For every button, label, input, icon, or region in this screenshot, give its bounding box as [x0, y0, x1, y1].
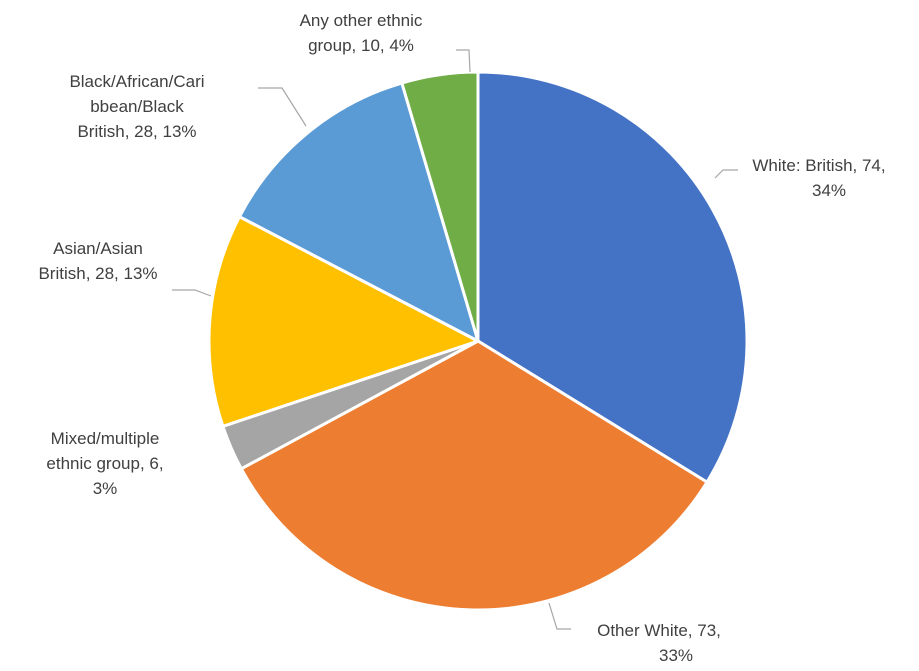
data-label-line: 3%: [93, 479, 118, 498]
data-label-line: ethnic group, 6,: [46, 454, 163, 473]
data-label-line: 34%: [812, 181, 846, 200]
data-label-line: British, 28, 13%: [77, 122, 196, 141]
data-label-other-white: Other White, 73, 33%: [597, 621, 721, 665]
data-label-line: bbean/Black: [90, 97, 184, 116]
pie-slice-asian-asian-british: [207, 215, 480, 428]
pie-slice-black-african-caribbean-black-british: [237, 81, 480, 343]
data-label-line: Black/African/Cari: [69, 72, 204, 91]
leader-lines: [172, 49, 738, 630]
leader-line-white-british: [714, 169, 738, 179]
pie-slice-other-white: [239, 339, 709, 612]
pie-slice-any-other-ethnic-group: [400, 70, 480, 343]
data-label-line: group, 10, 4%: [308, 36, 414, 55]
pie-slices: [207, 70, 749, 612]
data-label-line: Mixed/multiple: [51, 429, 160, 448]
leader-line-asian-asian-british: [172, 289, 212, 297]
data-label-any-other-ethnic-group: Any other ethnic group, 10, 4%: [300, 11, 423, 55]
data-label-mixed-multiple-ethnic-group: Mixed/multiple ethnic group, 6, 3%: [46, 429, 163, 498]
data-label-line: 33%: [659, 646, 693, 665]
data-label-black-african-caribbean-black-british: Black/African/Cari bbean/Black British, 28…: [69, 72, 204, 141]
pie-slice-white-british: [476, 70, 749, 484]
data-label-line: Asian/Asian: [53, 239, 143, 258]
data-label-line: Any other ethnic: [300, 11, 423, 30]
data-label-white-british: White: British, 74, 34%: [752, 156, 885, 200]
data-label-asian-asian-british: Asian/Asian British, 28, 13%: [38, 239, 157, 283]
data-label-line: British, 28, 13%: [38, 264, 157, 283]
leader-line-any-other-ethnic-group: [456, 49, 471, 73]
data-label-line: White: British, 74,: [752, 156, 885, 175]
leader-line-other-white: [548, 602, 571, 630]
data-labels: White: British, 74, 34% Other White, 73, 33…: [38, 11, 885, 665]
data-label-line: Other White, 73,: [597, 621, 721, 640]
leader-line-black-african-caribbean-black-british: [258, 87, 307, 127]
